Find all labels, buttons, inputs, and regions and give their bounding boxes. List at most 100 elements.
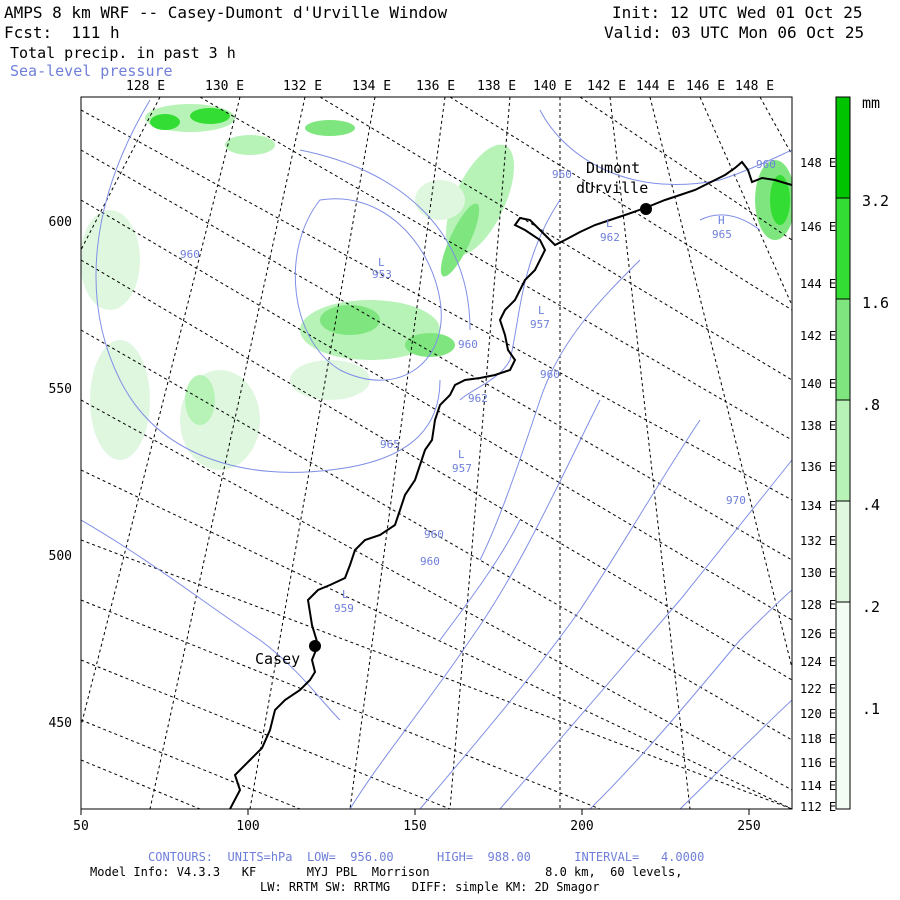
- colorbar-swatch: [835, 500, 851, 603]
- lat-label: 144 E: [800, 277, 836, 291]
- lat-label: 114 E: [800, 779, 836, 793]
- isobar-label: 959: [334, 602, 354, 615]
- init-time: Init: 12 UTC Wed 01 Oct 25: [612, 3, 863, 22]
- lon-label: 144 E: [636, 79, 675, 94]
- valid-time: Valid: 03 UTC Mon 06 Oct 25: [604, 23, 865, 42]
- plot-frame: [80, 96, 793, 810]
- lon-label: 136 E: [416, 79, 455, 94]
- lat-label: 134 E: [800, 499, 836, 513]
- isobar-label: 960: [540, 368, 560, 381]
- model-info: Model Info: V4.3.3 KF MYJ PBL Morrison 8…: [90, 865, 683, 879]
- isobar-label: 960: [756, 158, 776, 171]
- station-name: Casey: [255, 650, 300, 668]
- lat-label: 128 E: [800, 598, 836, 612]
- coastline: [229, 160, 792, 809]
- lat-label: 132 E: [800, 534, 836, 548]
- field-name: Total precip. in past 3 h: [10, 44, 236, 62]
- lat-label: 124 E: [800, 655, 836, 669]
- isobar-labels: 960 960 953 960 960 957 962 962 965 957 …: [180, 158, 776, 615]
- lon-label: 146 E: [686, 79, 725, 94]
- lat-label: 112 E: [800, 800, 836, 814]
- contours-info: CONTOURS: UNITS=hPa LOW= 956.00 HIGH= 98…: [148, 850, 705, 864]
- lon-label: 134 E: [352, 79, 391, 94]
- y-tick-label: 550: [49, 382, 72, 397]
- lat-label: 140 E: [800, 377, 836, 391]
- isobar-label: 970: [726, 494, 746, 507]
- colorbar-swatch: [835, 601, 851, 810]
- lat-label: 138 E: [800, 419, 836, 433]
- lon-label: 128 E: [126, 79, 165, 94]
- high-marker: H: [718, 214, 725, 227]
- station-dot: [640, 203, 652, 215]
- lat-label: 146 E: [800, 220, 836, 234]
- top-longitude-labels: 128 E 130 E 132 E 134 E 136 E 138 E 140 …: [126, 79, 774, 94]
- low-marker: L: [606, 217, 613, 230]
- right-latitude-labels: 148 E 146 E 144 E 142 E 140 E 138 E 136 …: [800, 156, 836, 814]
- lat-label: 148 E: [800, 156, 836, 170]
- colorbar-swatch: [835, 399, 851, 502]
- y-axis: 600 550 500 450: [49, 215, 72, 731]
- isobar-label: 960: [420, 555, 440, 568]
- lat-label: 116 E: [800, 756, 836, 770]
- lon-label: 142 E: [587, 79, 626, 94]
- station-dot: [309, 640, 321, 652]
- x-tick-label: 50: [73, 819, 89, 834]
- lat-label: 142 E: [800, 329, 836, 343]
- overlay-name: Sea-level pressure: [10, 62, 173, 80]
- isobar-label: 957: [452, 462, 472, 475]
- low-marker: L: [378, 256, 385, 269]
- lon-label: 132 E: [283, 79, 322, 94]
- colorbar-label: .1: [862, 700, 880, 718]
- station-name: dUrville: [576, 179, 648, 197]
- station-casey[interactable]: Casey: [255, 640, 321, 668]
- map-title: AMPS 8 km WRF -- Casey-Dumont d'Urville …: [4, 3, 448, 22]
- isobar-label: 962: [600, 231, 620, 244]
- lat-label: 122 E: [800, 682, 836, 696]
- lon-label: 130 E: [205, 79, 244, 94]
- y-tick-label: 450: [49, 716, 72, 731]
- colorbar-swatch: [835, 96, 851, 199]
- isobars: [81, 99, 792, 809]
- isobar-label: 960: [180, 248, 200, 261]
- lat-label: 118 E: [800, 732, 836, 746]
- isobar-label: 965: [380, 438, 400, 451]
- isobar-label: 960: [458, 338, 478, 351]
- isobar-label: 965: [712, 228, 732, 241]
- colorbar-label: 1.6: [862, 294, 889, 312]
- x-tick-label: 250: [737, 819, 760, 834]
- x-tick-label: 200: [570, 819, 593, 834]
- forecast-hour: Fcst: 111 h: [4, 23, 120, 42]
- isobar-label: 960: [552, 168, 572, 181]
- station-name: Dumont: [586, 159, 640, 177]
- colorbar-label: .4: [862, 496, 880, 514]
- x-tick-label: 100: [236, 819, 259, 834]
- isobar-label: 962: [468, 392, 488, 405]
- colorbar-swatch: [835, 298, 851, 401]
- low-marker: L: [538, 304, 545, 317]
- x-tick-label: 150: [403, 819, 426, 834]
- colorbar-swatch: [835, 197, 851, 300]
- isobar-label: 957: [530, 318, 550, 331]
- precip-field: [81, 104, 792, 470]
- colorbar-label: 3.2: [862, 192, 889, 210]
- x-axis: 50 100 150 200 250: [73, 809, 761, 834]
- lat-label: 136 E: [800, 460, 836, 474]
- isobar-label: 960: [424, 528, 444, 541]
- colorbar-label: .8: [862, 396, 880, 414]
- lat-label: 126 E: [800, 627, 836, 641]
- colorbar-label: .2: [862, 598, 880, 616]
- low-marker: L: [342, 588, 349, 601]
- low-marker: L: [458, 448, 465, 461]
- lon-label: 140 E: [533, 79, 572, 94]
- lon-label: 148 E: [735, 79, 774, 94]
- lat-label: 120 E: [800, 707, 836, 721]
- station-dumont[interactable]: Dumont dUrville: [576, 159, 652, 215]
- lon-label: 138 E: [477, 79, 516, 94]
- physics-info: LW: RRTM SW: RRTMG DIFF: simple KM: 2D S…: [260, 880, 600, 894]
- isobar-label: 953: [372, 268, 392, 281]
- y-tick-label: 600: [49, 215, 72, 230]
- colorbar: mm 3.2 1.6 .8 .4 .2 .1: [835, 94, 889, 810]
- lat-label: 130 E: [800, 566, 836, 580]
- y-tick-label: 500: [49, 549, 72, 564]
